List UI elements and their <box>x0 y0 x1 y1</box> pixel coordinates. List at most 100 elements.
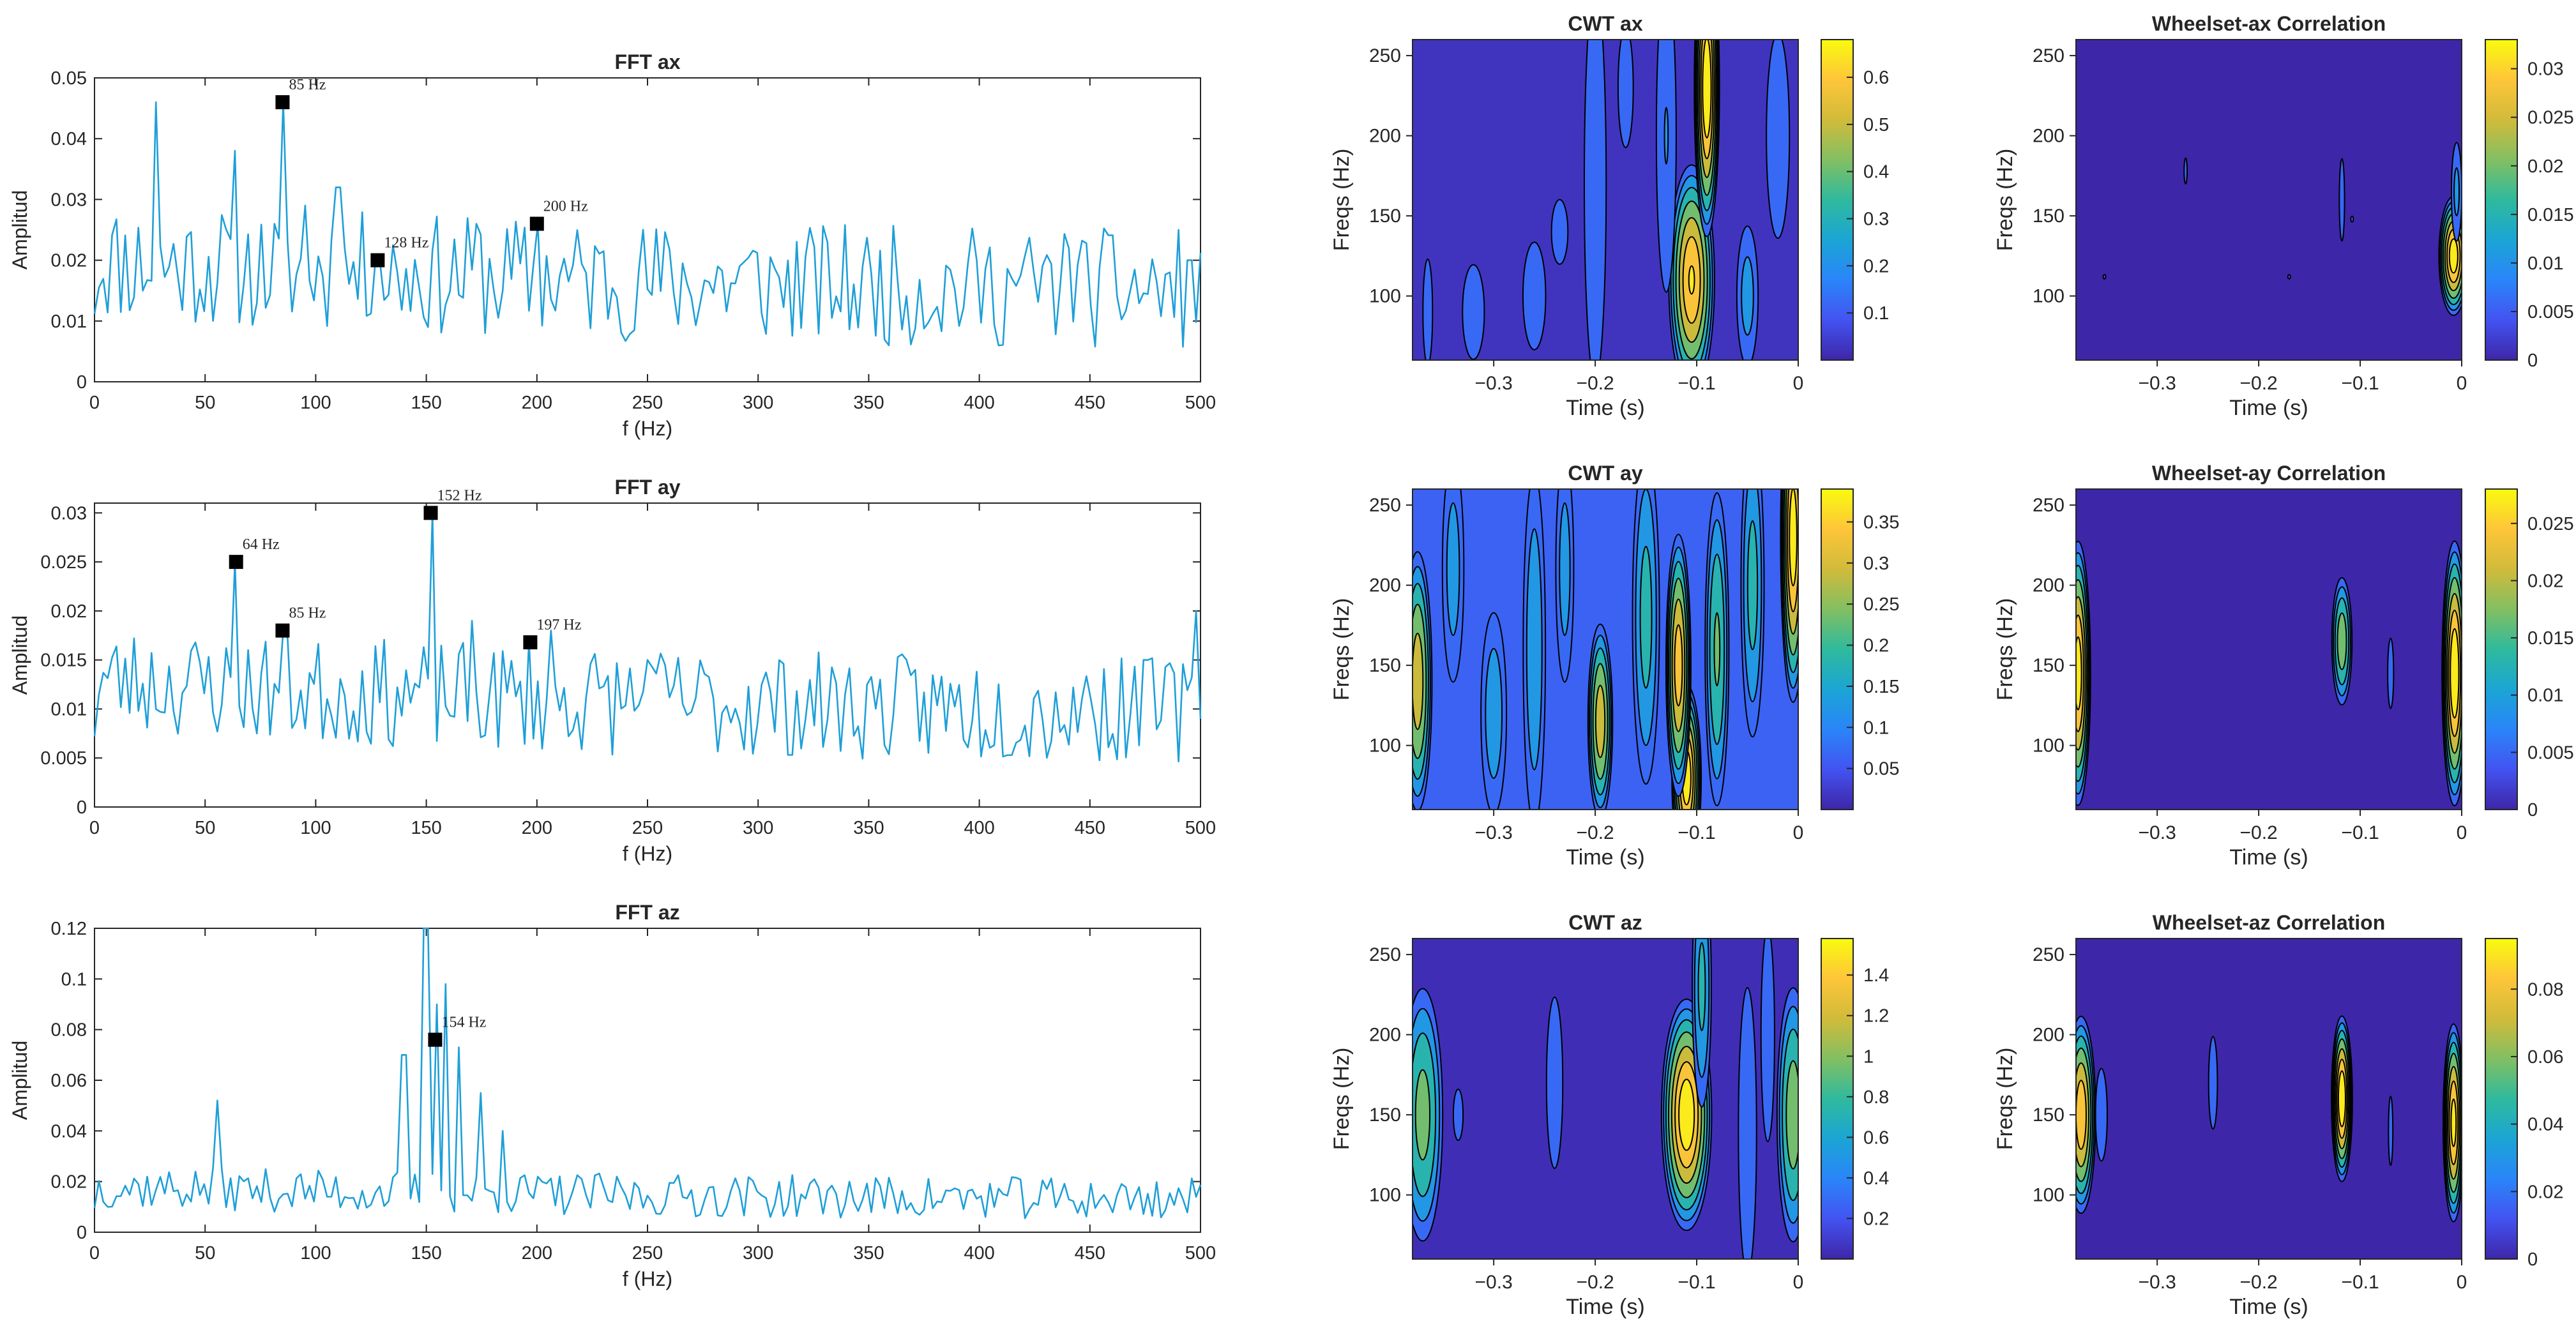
colorbar-tick-label: 0.5 <box>1863 115 1889 135</box>
contour-level <box>1583 40 1607 360</box>
x-tick-label: 300 <box>743 393 773 413</box>
x-tick-label: −0.1 <box>2341 822 2379 843</box>
y-tick-label: 100 <box>1369 1185 1401 1206</box>
y-tick-label: 100 <box>1369 735 1401 757</box>
x-tick-label: 250 <box>632 1243 663 1263</box>
corr-az-chart: −0.3 −0.2 −0.1 0 100 150 200 250 Wheelset-az Cor… <box>1993 911 2563 1319</box>
contour-level <box>1702 40 1712 139</box>
spectrum-line <box>93 512 1202 763</box>
contour-level <box>2095 1067 2108 1162</box>
y-tick-label: 0.03 <box>51 503 87 524</box>
contour-level <box>1485 647 1503 779</box>
x-tick-label: −0.3 <box>1475 822 1513 843</box>
colorbar-tick-label: 0.2 <box>1863 256 1889 276</box>
contour-level <box>1760 939 1775 1143</box>
x-tick-label: −0.1 <box>1678 822 1715 843</box>
colorbar-tick-label: 0.2 <box>1863 636 1889 656</box>
y-tick-label: 150 <box>2033 206 2065 227</box>
y-tick-label: 100 <box>2033 286 2065 307</box>
contour-level <box>1678 1078 1695 1151</box>
x-tick-label: 200 <box>522 393 552 413</box>
contour-level <box>1713 612 1721 687</box>
y-tick-label: 0.03 <box>51 190 87 210</box>
colorbar-tick-label: 0.4 <box>1863 162 1889 183</box>
colorbar-tick-label: 0.02 <box>2527 571 2563 591</box>
contour-level <box>2337 1070 2346 1128</box>
corr-ax-chart: −0.3 −0.2 −0.1 0 100 150 200 250 Wheelset-ax Cor… <box>1993 12 2574 420</box>
y-tick-label: 0.04 <box>51 129 87 149</box>
x-tick-label: 450 <box>1075 818 1105 838</box>
contour-level <box>1766 40 1791 239</box>
x-tick-label: 500 <box>1185 393 1216 413</box>
x-tick-label: 50 <box>195 393 215 413</box>
y-axis-label: Freqs (Hz) <box>1993 149 2017 252</box>
colorbar-tick-label: 0.02 <box>2527 1182 2563 1202</box>
peak-marker <box>275 623 290 638</box>
contour-field <box>1422 40 1791 360</box>
x-axis-label: f (Hz) <box>623 417 672 440</box>
y-tick-label: 0 <box>77 797 87 818</box>
plot-frame <box>1412 938 1799 1260</box>
x-tick-label: −0.3 <box>1475 1272 1513 1293</box>
x-tick-label: 400 <box>964 818 994 838</box>
x-tick-label: 200 <box>522 1243 552 1263</box>
peak-marker <box>428 1032 443 1047</box>
contour-level <box>1446 502 1460 637</box>
colorbar-tick-label: 0.04 <box>2527 1115 2563 1135</box>
y-tick-label: 200 <box>1369 126 1401 147</box>
contour-level <box>2448 238 2459 274</box>
contour-level <box>1595 684 1606 758</box>
contour-level <box>1462 264 1485 360</box>
colorbar <box>1821 488 1854 810</box>
colorbar-tick-label: 0.35 <box>1863 512 1899 532</box>
x-tick-label: 0 <box>2457 1272 2467 1293</box>
contour-level <box>2076 1080 2087 1150</box>
contour-level <box>2450 1098 2457 1147</box>
peak-marker <box>275 95 290 110</box>
colorbar <box>1821 39 1854 361</box>
contour-level <box>2387 637 2395 709</box>
plot-area <box>94 502 1201 808</box>
x-axis-label: Time (s) <box>1566 396 1644 420</box>
y-tick-label: 0.06 <box>51 1071 87 1091</box>
contour-level <box>2338 158 2345 242</box>
x-tick-label: 150 <box>411 393 441 413</box>
x-tick-label: −0.1 <box>1678 1272 1715 1293</box>
x-tick-label: 200 <box>522 818 552 838</box>
peak-marker <box>370 253 385 268</box>
colorbar-tick-label: 0.015 <box>2527 205 2574 225</box>
x-tick-label: 50 <box>195 818 215 838</box>
x-tick-label: 500 <box>1185 1243 1216 1263</box>
x-tick-label: −0.3 <box>1475 373 1513 394</box>
peak-label: 197 Hz <box>536 617 581 633</box>
colorbar <box>2485 39 2518 361</box>
contour-level <box>1414 1069 1431 1161</box>
y-axis-label: Freqs (Hz) <box>1330 1048 1354 1150</box>
contour-level <box>2076 636 2082 711</box>
y-axis-label: Amplitud <box>8 190 31 270</box>
cwt-ax-chart: −0.3 −0.2 −0.1 0 100 150 200 250 CWT ax Time (s) F… <box>1330 12 1889 420</box>
colorbar-tick-label: 0.005 <box>2527 743 2574 763</box>
plot-frame <box>2075 39 2462 361</box>
contour-field <box>2076 1015 2462 1223</box>
colorbar-tick-label: 0.3 <box>1863 554 1889 574</box>
x-tick-label: 350 <box>853 393 884 413</box>
contour-level <box>1741 256 1754 336</box>
y-tick-label: 0 <box>77 1223 87 1243</box>
peak-label: 85 Hz <box>289 77 326 93</box>
x-tick-label: −0.3 <box>2139 1272 2176 1293</box>
colorbar <box>1821 938 1854 1260</box>
colorbar-tick-label: 0 <box>2527 1249 2538 1270</box>
chart-title: CWT ax <box>1568 12 1643 35</box>
x-axis-label: Time (s) <box>2229 845 2308 870</box>
spectrum-line <box>93 101 1202 348</box>
x-tick-label: 0 <box>1793 822 1804 843</box>
peak-label: 64 Hz <box>243 536 280 553</box>
x-tick-label: 100 <box>300 818 331 838</box>
contour-level <box>2388 1096 2394 1166</box>
colorbar-tick-label: 0.15 <box>1863 677 1899 697</box>
x-tick-label: −0.2 <box>2239 373 2277 394</box>
x-tick-label: 0 <box>89 393 100 413</box>
colorbar <box>2485 938 2518 1260</box>
